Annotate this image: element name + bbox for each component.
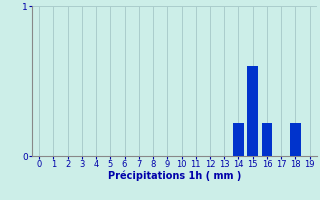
X-axis label: Précipitations 1h ( mm ): Précipitations 1h ( mm ) xyxy=(108,171,241,181)
Bar xyxy=(262,123,272,156)
Bar xyxy=(290,123,301,156)
Bar xyxy=(233,123,244,156)
Bar xyxy=(247,66,258,156)
